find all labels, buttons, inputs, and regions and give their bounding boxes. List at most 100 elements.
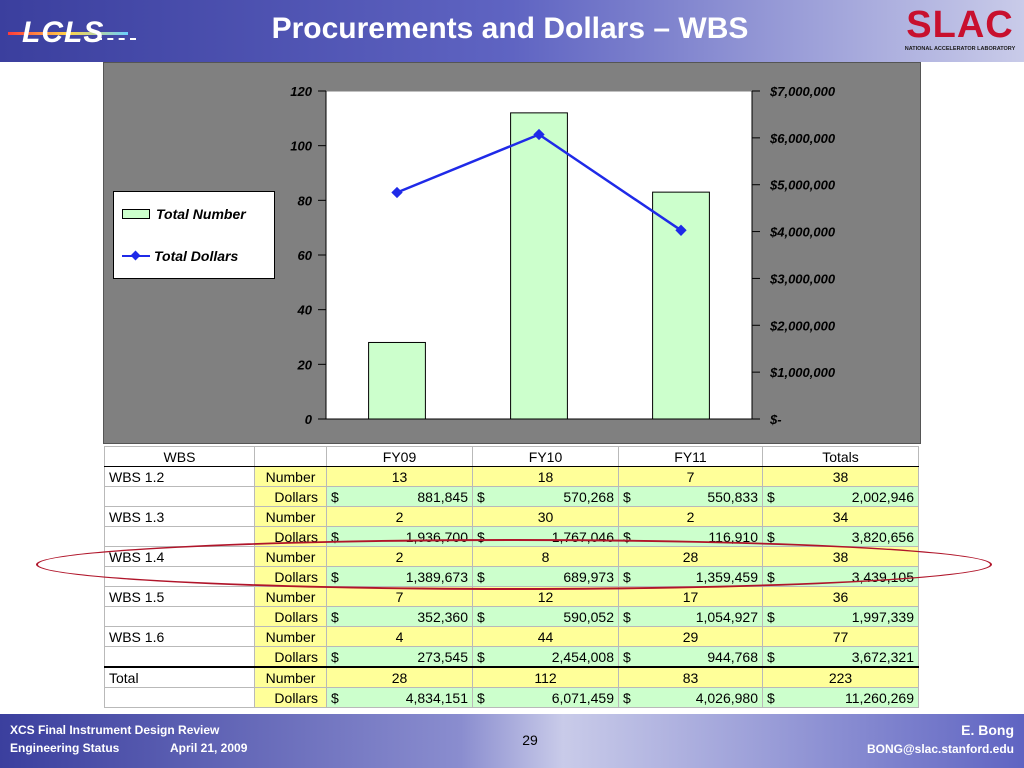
- currency-symbol: $: [623, 568, 631, 585]
- table-body: WBS 1.2 Number 13 18 7 38 Dollars $881,845 $570,…: [104, 466, 919, 708]
- footer-bar: XCS Final Instrument Design Review Engin…: [0, 714, 1024, 768]
- dollar-amount: 3,439,105: [851, 568, 914, 585]
- currency-symbol: $: [477, 528, 485, 545]
- left-axis-tick-label: 0: [305, 412, 313, 427]
- wbs-cell: [104, 606, 255, 627]
- header-bar: LCLS Procurements and Dollars – WBS SLAC…: [0, 0, 1024, 62]
- lcls-logo-text: LCLS: [22, 16, 105, 49]
- slac-logo: SLAC NATIONAL ACCELERATOR LABORATORY: [900, 4, 1020, 54]
- number-cell: 2: [618, 506, 763, 527]
- dollars-point-fy09: [391, 186, 403, 199]
- currency-symbol: $: [331, 528, 339, 545]
- dollar-cell: $570,268: [472, 486, 619, 507]
- dollar-amount: 3,672,321: [851, 648, 914, 665]
- table-row: Dollars $1,389,673 $689,973 $1,359,459 $3,43…: [104, 566, 919, 587]
- number-cell: 30: [472, 506, 619, 527]
- dollar-cell: $3,820,656: [762, 526, 919, 547]
- right-axis-tick-label: $7,000,000: [769, 84, 836, 99]
- dollar-cell: $590,052: [472, 606, 619, 627]
- number-cell: 8: [472, 546, 619, 567]
- dollar-cell: $352,360: [326, 606, 473, 627]
- dollar-cell: $273,545: [326, 646, 473, 668]
- dollar-amount: 11,260,269: [844, 689, 914, 706]
- table-row: WBS 1.5 Number 7 12 17 36: [104, 586, 919, 607]
- currency-symbol: $: [331, 568, 339, 585]
- table-row: Dollars $1,936,700 $1,767,046 $116,910 $3,82…: [104, 526, 919, 547]
- legend-line-swatch: [122, 251, 150, 261]
- number-cell: 28: [618, 546, 763, 567]
- dollar-amount: 4,834,151: [405, 689, 468, 706]
- dollar-amount: 2,002,946: [851, 488, 914, 505]
- bar-fy09: [368, 341, 426, 420]
- dollar-amount: 570,268: [563, 488, 614, 505]
- metric-cell: Dollars: [254, 566, 327, 587]
- currency-symbol: $: [767, 528, 775, 545]
- dollar-cell: $1,389,673: [326, 566, 473, 587]
- column-header: Totals: [762, 446, 919, 467]
- wbs-cell: [104, 687, 255, 708]
- dollar-cell: $550,833: [618, 486, 763, 507]
- currency-symbol: $: [623, 488, 631, 505]
- metric-cell: Number: [254, 506, 327, 527]
- dollar-amount: 273,545: [417, 648, 468, 665]
- wbs-cell: WBS 1.4: [104, 546, 255, 567]
- table-row: WBS 1.4 Number 2 8 28 38: [104, 546, 919, 567]
- lcls-logo: LCLS: [8, 10, 136, 50]
- number-cell: 38: [762, 546, 919, 567]
- dollar-amount: 1,936,700: [405, 528, 468, 545]
- wbs-cell: [104, 486, 255, 507]
- metric-cell: Dollars: [254, 526, 327, 547]
- lcls-logo-stripe: [8, 32, 128, 35]
- dollar-amount: 1,054,927: [695, 608, 758, 625]
- currency-symbol: $: [623, 528, 631, 545]
- table-row: WBS 1.2 Number 13 18 7 38: [104, 466, 919, 487]
- currency-symbol: $: [477, 648, 485, 665]
- table-row: Dollars $4,834,151 $6,071,459 $4,026,980 $11…: [104, 687, 919, 708]
- metric-cell: Number: [254, 666, 327, 688]
- number-cell: 2: [326, 506, 473, 527]
- number-cell: 13: [326, 466, 473, 487]
- number-cell: 7: [618, 466, 763, 487]
- wbs-cell: WBS 1.5: [104, 586, 255, 607]
- number-cell: 36: [762, 586, 919, 607]
- currency-symbol: $: [767, 689, 775, 706]
- dollar-amount: 550,833: [707, 488, 758, 505]
- currency-symbol: $: [331, 488, 339, 505]
- footer-email: BONG@slac.stanford.edu: [866, 742, 1014, 756]
- dollar-amount: 3,820,656: [851, 528, 914, 545]
- chart-legend: Total Number Total Dollars: [113, 191, 275, 279]
- number-cell: 77: [762, 626, 919, 647]
- column-header: [254, 446, 327, 467]
- currency-symbol: $: [477, 568, 485, 585]
- dollar-cell: $1,936,700: [326, 526, 473, 547]
- dollar-amount: 6,071,459: [551, 689, 614, 706]
- number-cell: 223: [762, 666, 919, 688]
- dollar-cell: $881,845: [326, 486, 473, 507]
- number-cell: 12: [472, 586, 619, 607]
- dollar-cell: $4,834,151: [326, 687, 473, 708]
- currency-symbol: $: [623, 689, 631, 706]
- dollar-amount: 1,767,046: [551, 528, 614, 545]
- number-cell: 18: [472, 466, 619, 487]
- table-row: WBS 1.6 Number 4 44 29 77: [104, 626, 919, 647]
- wbs-cell: WBS 1.2: [104, 466, 255, 487]
- currency-symbol: $: [477, 608, 485, 625]
- number-cell: 4: [326, 626, 473, 647]
- page-title: Procurements and Dollars – WBS: [271, 12, 749, 45]
- number-cell: 2: [326, 546, 473, 567]
- number-cell: 112: [472, 666, 619, 688]
- chart: 0 20 40 60 80 100 120 $- $1,000,000 $2,000,000 $3,…: [290, 84, 836, 427]
- legend-bar-swatch: [122, 209, 150, 219]
- right-axis-tick-label: $2,000,000: [769, 318, 836, 333]
- currency-symbol: $: [331, 608, 339, 625]
- table-header-row: WBS FY09 FY10 FY11 Totals: [104, 446, 919, 467]
- data-table-container: WBS FY09 FY10 FY11 Totals WBS 1.2 Number 1…: [104, 446, 919, 708]
- dollar-cell: $3,439,105: [762, 566, 919, 587]
- right-axis-tick-label: $5,000,000: [769, 178, 836, 193]
- legend-item-total-number: Total Number: [122, 206, 246, 222]
- dollar-amount: 1,997,339: [851, 608, 914, 625]
- dollar-amount: 2,454,008: [551, 648, 614, 665]
- footer-date: April 21, 2009: [170, 741, 248, 755]
- table-row: Total Number 28 112 83 223: [104, 666, 919, 688]
- slac-logo-subtext: NATIONAL ACCELERATOR LABORATORY: [904, 46, 1016, 52]
